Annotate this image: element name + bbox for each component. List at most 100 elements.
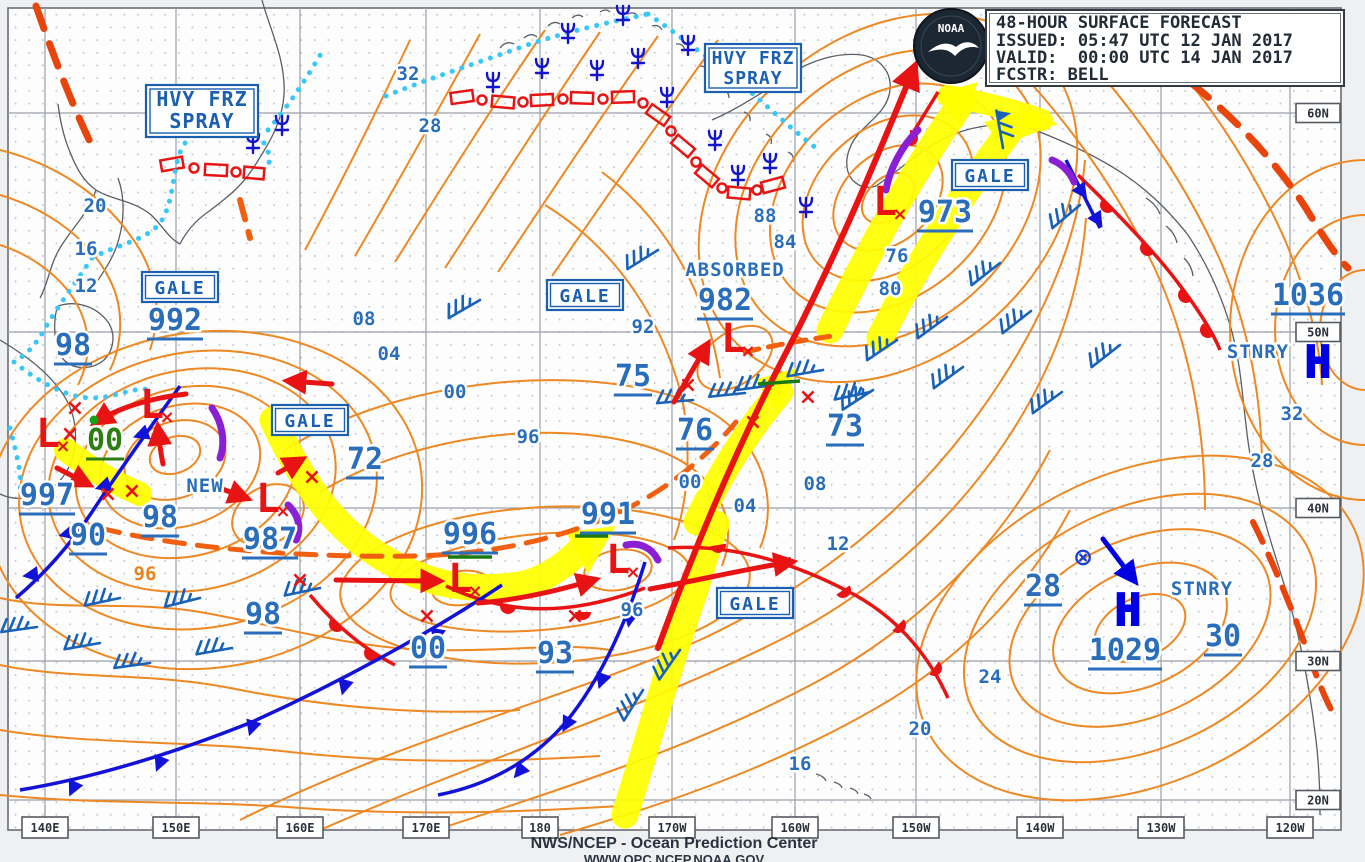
pressure-label: 997 [20,478,74,513]
pressure-label: 992 [148,303,202,338]
lon-label: 140E [31,821,60,835]
gale-box: GALE [950,158,1030,192]
cross-mark: × [679,373,697,398]
gale-box: GALE [715,586,795,620]
cross-mark: × [799,385,817,410]
svg-text:SPRAY: SPRAY [723,68,782,89]
contour-label: 24 [979,666,1002,688]
contour-label: 32 [397,63,420,85]
movement-arrows [54,59,1139,651]
cross-mark: × [99,482,117,507]
pressure-label: 982 [698,283,752,318]
title-line: 48-HOUR SURFACE FORECAST [996,13,1242,33]
contour-label: 96 [134,563,157,585]
contour-label: 92 [632,316,655,338]
pressure-label: 991 [581,497,635,532]
cross-mark: × [744,410,762,435]
hvy-frz-spray-box: HVY FRZ SPRAY [703,42,803,94]
annotation-absorbed: ABSORBED [685,259,785,281]
contour-label: 04 [378,343,401,365]
svg-text:GALE: GALE [729,594,780,615]
pressure-label: 72 [347,442,383,477]
title-block: 48-HOUR SURFACE FORECAST ISSUED: 05:47 U… [985,9,1345,87]
pressure-label: 973 [918,195,972,230]
lat-label: 50N [1307,326,1329,340]
longitude-labels: 140E 150E 160E 170E 180 170W 160W 150W 1… [21,806,1314,839]
contour-label: 88 [754,205,777,227]
contour-label: 32 [1281,403,1304,425]
annotation-stnry: STNRY [1171,578,1233,600]
gale-box: GALE [270,403,350,437]
warning-boxes: HVY FRZ SPRAY HVY FRZ SPRAY GALE GALE GA… [140,42,1030,620]
contour-label: 76 [886,245,909,267]
contour-label: 00 [679,471,702,493]
contour-label: 84 [774,231,797,253]
pressure-label: 76 [677,413,713,448]
noaa-logo: NOAA [913,8,989,84]
cross-mark: × [418,604,436,629]
contour-label: 20 [84,195,107,217]
pressure-labels: 992 98 997 90 98 987 98 00 93 72 996 991… [17,193,1347,674]
forecaster-line: FCSTR: BELL [996,65,1109,85]
green-dot [89,415,99,425]
lon-label: 150E [162,821,191,835]
lat-label: 20N [1307,794,1329,808]
high-symbol: H [1115,585,1142,636]
annotation-new: NEW [186,475,223,497]
footer-agency: NWS/NCEP - Ocean Prediction Center [531,835,818,852]
svg-text:HVY FRZ: HVY FRZ [156,87,247,111]
lon-label: 150W [902,821,932,835]
noaa-logo-text: NOAA [938,22,965,35]
lat-label: 60N [1307,107,1329,121]
icing-boundary-chains [158,88,787,201]
svg-text:GALE: GALE [964,166,1015,187]
pressure-label: 1036 [1272,278,1344,313]
pressure-label: 1029 [1089,633,1161,668]
lon-label: 180 [529,821,551,835]
lat-label: 30N [1307,655,1329,669]
cross-mark: × [291,568,309,593]
lon-label: 160E [286,821,315,835]
lon-label: 120W [1276,821,1306,835]
lon-label: 130W [1147,821,1177,835]
pressure-system-symbols: H H ⊗ × × × × × × × × × × × [35,179,1332,637]
footer-url: WWW.OPC.NCEP.NOAA.GOV [584,852,765,862]
contour-label: 12 [827,533,850,555]
svg-text:GALE: GALE [154,278,205,299]
contour-labels: 20 16 12 32 28 08 04 00 96 92 88 84 76 8… [72,61,1306,778]
svg-text:GALE: GALE [559,286,610,307]
contour-label: 16 [789,753,812,775]
svg-text:HVY FRZ: HVY FRZ [712,48,795,69]
contour-label: 80 [879,278,902,300]
contour-label: 96 [621,599,644,621]
cross-mark: × [566,604,584,629]
pressure-label: 90 [70,518,106,553]
cross-mark: × [66,396,84,421]
annotations: ABSORBED NEW STNRY STNRY [184,257,1291,603]
issued-line: ISSUED: 05:47 UTC 12 JAN 2017 [996,31,1293,51]
contour-label: 28 [419,115,442,137]
contour-label: 08 [804,473,827,495]
cross-mark: × [123,479,141,504]
contour-label: 16 [75,238,98,260]
pressure-label: 30 [1205,619,1241,654]
pressure-label: 987 [243,522,297,557]
contour-label: 28 [1251,450,1274,472]
annotation-stnry: STNRY [1227,341,1289,363]
circled-cross-symbol: ⊗ [1073,543,1093,571]
svg-text:GALE: GALE [284,411,335,432]
footer: NWS/NCEP - Ocean Prediction Center WWW.O… [531,835,818,862]
contour-label: 96 [517,426,540,448]
gale-box: GALE [140,270,220,304]
contour-label: 00 [444,381,467,403]
lon-label: 140W [1026,821,1056,835]
contour-label: 04 [734,495,757,517]
cross-mark: × [61,422,79,447]
gale-box: GALE [545,278,625,312]
pressure-label: 98 [142,500,178,535]
lat-label: 40N [1307,502,1329,516]
lon-label: 160W [781,821,811,835]
contour-label: 08 [353,308,376,330]
